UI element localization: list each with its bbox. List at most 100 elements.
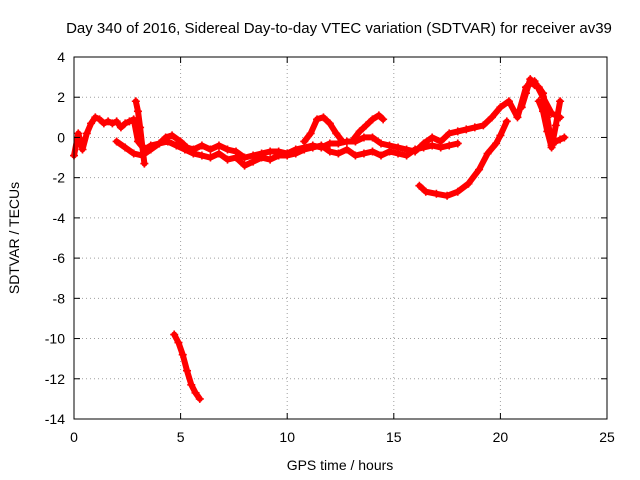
data-point-marker (325, 119, 334, 128)
data-point-marker (174, 338, 183, 347)
data-point-marker (496, 131, 505, 140)
data-point-marker (492, 139, 501, 148)
data-point-marker (355, 127, 364, 136)
data-point-marker (428, 133, 437, 142)
data-point-marker (274, 151, 283, 160)
x-tick-label: 20 (493, 429, 509, 445)
data-point-marker (402, 151, 411, 160)
data-point-marker (319, 113, 328, 122)
data-point-marker (453, 127, 462, 136)
data-point-marker (374, 111, 383, 120)
data-point-marker (95, 115, 104, 124)
data-point-marker (178, 350, 187, 359)
data-point-marker (436, 143, 445, 152)
data-point-marker (257, 153, 266, 162)
data-point-marker (266, 147, 275, 156)
data-point-marker (112, 137, 121, 146)
data-point-marker (351, 151, 360, 160)
data-point-marker (534, 83, 543, 92)
data-point-marker (116, 123, 125, 132)
data-point-marker (421, 187, 430, 196)
data-point-marker (121, 143, 130, 152)
y-tick-label: 2 (57, 89, 65, 105)
data-point-marker (197, 151, 206, 160)
data-point-marker (547, 143, 556, 152)
data-point-marker (551, 121, 560, 130)
data-point-marker (419, 143, 428, 152)
y-tick-label: 0 (57, 129, 65, 145)
data-point-marker (240, 153, 249, 162)
data-point-marker (526, 75, 535, 84)
data-point-marker (325, 139, 334, 148)
data-point-marker (534, 97, 543, 106)
y-tick-label: -6 (53, 250, 66, 266)
data-point-marker (368, 133, 377, 142)
data-point-marker (332, 129, 341, 138)
data-point-marker (359, 133, 368, 142)
y-tick-label: 4 (57, 49, 65, 65)
data-point-marker (133, 107, 142, 116)
data-point-marker (140, 159, 149, 168)
series-dip-22h (534, 97, 565, 152)
data-point-marker (470, 123, 479, 132)
data-point-marker (334, 149, 343, 158)
data-point-marker (560, 133, 569, 142)
data-point-marker (300, 137, 309, 146)
data-point-marker (368, 115, 377, 124)
series-bump-11h (300, 113, 347, 146)
data-point-marker (283, 151, 292, 160)
data-point-marker (168, 131, 177, 140)
series-late-rise (415, 117, 511, 200)
x-axis-label: GPS time / hours (287, 457, 394, 473)
data-point-marker (379, 115, 388, 124)
axis-ticks: 0 5 10 15 20 25 -14 -12 -10 -8 -6 -4 -2 0 2 4 (45, 49, 615, 445)
data-point-marker (191, 388, 200, 397)
x-tick-label: 15 (386, 429, 402, 445)
x-tick-label: 25 (599, 429, 615, 445)
data-point-marker (176, 137, 185, 146)
data-point-marker (206, 153, 215, 162)
data-point-marker (539, 107, 548, 116)
data-point-marker (99, 119, 108, 128)
data-point-marker (349, 135, 358, 144)
data-point-marker (155, 139, 164, 148)
data-point-marker (428, 141, 437, 150)
y-tick-label: -12 (45, 371, 65, 387)
data-point-marker (136, 123, 145, 132)
data-point-marker (377, 151, 386, 160)
data-point-marker (556, 135, 565, 144)
data-point-marker (432, 189, 441, 198)
series-outlier (170, 330, 204, 403)
data-point-marker (462, 125, 471, 134)
data-point-marker (453, 187, 462, 196)
series-secondary-band (112, 137, 462, 170)
data-point-marker (443, 191, 452, 200)
data-point-marker (411, 145, 420, 154)
data-point-marker (189, 149, 198, 158)
data-point-marker (214, 149, 223, 158)
data-point-marker (308, 143, 317, 152)
data-point-marker (415, 181, 424, 190)
data-point-marker (543, 127, 552, 136)
chart-title: Day 340 of 2016, Sidereal Day-to-day VTE… (66, 20, 612, 37)
grid-lines (74, 57, 607, 419)
data-point-marker (131, 97, 140, 106)
y-tick-label: -8 (53, 290, 66, 306)
data-point-marker (240, 161, 249, 170)
data-point-marker (394, 149, 403, 158)
data-point-marker (223, 155, 232, 164)
data-point-marker (445, 129, 454, 138)
data-point-marker (502, 117, 511, 126)
data-point-marker (112, 117, 121, 126)
y-tick-label: -14 (45, 411, 65, 427)
x-tick-label: 10 (279, 429, 295, 445)
data-point-marker (91, 113, 100, 122)
data-point-marker (317, 141, 326, 150)
y-tick-label: -2 (53, 170, 66, 186)
y-tick-label: -10 (45, 331, 65, 347)
data-point-marker (223, 145, 232, 154)
data-point-marker (87, 119, 96, 128)
data-point-marker (125, 117, 134, 126)
data-point-marker (342, 145, 351, 154)
data-point-marker (445, 141, 454, 150)
